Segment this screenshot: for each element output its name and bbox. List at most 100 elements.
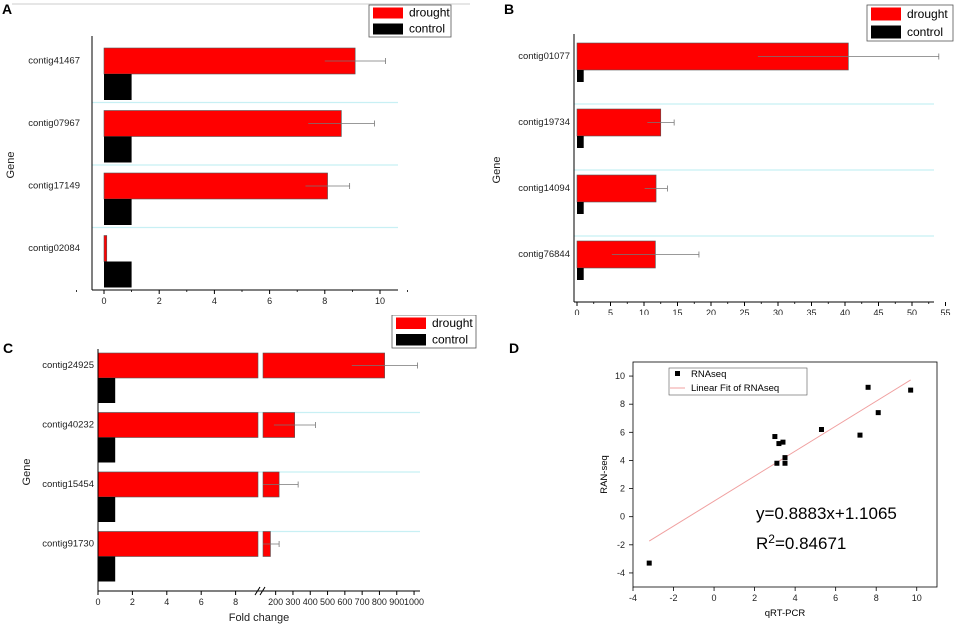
x-tick-label: 4 [212,296,217,306]
x-tick-label: 6 [267,296,272,306]
data-point [776,441,782,447]
bar-drought-contig14094 [576,174,657,203]
legend-label-control: control [432,332,468,346]
panel-label: D [509,340,519,356]
bar-drought-contig07967 [103,110,342,137]
bar-control-contig07967 [104,136,132,163]
data-point [782,455,788,461]
legend-swatch-control [396,334,426,346]
x-tick-label: 8 [874,593,879,603]
data-point [774,460,780,466]
x-axis-title: Fold change [229,612,290,624]
data-point [818,427,824,432]
x-tick-label: 6 [199,597,204,607]
x-tick-label: 25 [739,308,749,315]
y-tick-label: 4 [620,455,625,465]
bar-control-contig24925 [98,378,116,403]
y-axis-title: Gene [5,152,17,179]
x-tick-label: 200 [268,597,283,607]
x-tick-label: 10 [375,296,385,306]
y-tick-label: 0 [620,512,625,522]
legend-label-control: control [409,22,445,36]
legend-swatch-control [373,23,403,35]
x-tick-label: 10 [639,308,649,315]
data-point [865,384,871,390]
x-tick-label: 5 [608,308,613,315]
bar-control-contig15454 [98,497,116,522]
x-tick-label: 400 [303,597,318,607]
panel-label: C [3,340,13,356]
y-tick-label: -2 [617,540,625,550]
x-tick-label: 8 [322,296,327,306]
category-label-contig01077: contig01077 [518,51,570,62]
x-tick-label: 500 [320,597,335,607]
x-tick-label: 2 [157,296,162,306]
panel-label: B [504,1,514,17]
y-tick-label: 8 [620,399,625,409]
panel-d-chart: D -4 -2 0 2 4 6 8 10 -4 -2 0 2 4 6 8 10 RNAseq Linear Fit … [509,340,938,619]
x-tick-label: 4 [164,597,169,607]
legend-swatch-drought [871,7,901,21]
category-label-contig07967: contig07967 [28,118,80,129]
data-point [646,560,652,566]
bar-drought-contig24925-left [97,352,259,379]
legend-marker-rnaseq [675,371,680,376]
x-tick-label: 50 [907,308,917,315]
legend-label-control: control [907,25,943,39]
x-tick-label: 8 [233,597,238,607]
x-tick-label: 55 [940,308,950,315]
fit-equation: y=0.8883x+1.1065 [756,504,897,523]
bar-drought-contig02084 [103,235,108,262]
bar-control-contig01077 [577,70,584,82]
plot-frame [632,361,938,588]
y-tick-label: 6 [620,427,625,437]
x-tick-label: 1000 [404,597,424,607]
x-tick-label: 0 [101,296,106,306]
bar-control-contig40232 [98,437,116,463]
y-tick-label: 2 [620,484,625,494]
category-label-contig17149: contig17149 [28,181,80,192]
axis-break-mark [254,586,261,596]
panel-label: A [2,1,12,17]
legend-swatch-drought [396,317,426,329]
data-point [772,434,778,440]
category-label-contig40232: contig40232 [42,420,94,431]
bar-control-contig14094 [577,202,584,214]
y-axis-title: RAN-seq [599,455,610,494]
legend-swatch-control [871,25,901,39]
legend-label-drought: drought [409,6,450,20]
data-point [857,432,863,438]
legend-box [668,367,808,396]
legend-label-drought: drought [432,316,473,330]
panel-d: D -4 -2 0 2 4 6 8 10 -4 -2 0 2 4 6 8 10 RNAseq Linear Fit … [482,315,964,630]
x-tick-label: 300 [285,597,300,607]
legend-swatch-drought [373,7,403,19]
x-tick-label: 20 [706,308,716,315]
bar-control-contig19734 [577,136,584,148]
category-label-contig41467: contig41467 [28,56,80,67]
bar-control-contig91730 [98,556,116,582]
x-tick-label: 35 [806,308,816,315]
data-point [875,410,881,416]
bar-drought-contig17149 [103,172,328,200]
x-tick-label: 15 [672,308,682,315]
x-tick-label: 45 [873,308,883,315]
category-label-contig15454: contig15454 [42,479,94,490]
data-point [780,439,786,445]
x-tick-label: 0 [712,593,717,603]
linear-fit-line [648,379,911,542]
y-tick-label: -4 [617,568,625,578]
x-tick-label: -4 [629,593,637,603]
bar-control-contig41467 [104,74,132,100]
x-tick-label: 4 [793,593,798,603]
x-tick-label: 700 [355,597,370,607]
category-label-contig24925: contig24925 [42,360,94,371]
x-tick-label: 0 [95,597,100,607]
x-axis-title: qRT-PCR [765,608,806,619]
